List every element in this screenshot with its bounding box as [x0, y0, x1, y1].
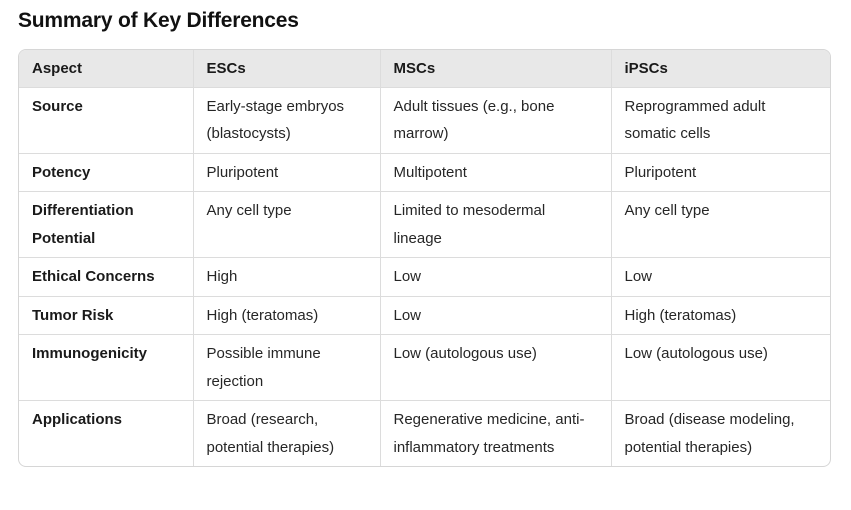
mscs-cell: Low	[380, 296, 612, 335]
ipscs-cell: High (teratomas)	[611, 296, 830, 335]
ipscs-cell: Low	[611, 257, 830, 297]
mscs-cell: Low	[380, 257, 612, 297]
escs-cell: High (teratomas)	[193, 296, 381, 335]
escs-cell: High	[193, 257, 381, 297]
row-aspect-cell: Source	[19, 87, 194, 154]
escs-cell: Pluripotent	[193, 153, 381, 192]
escs-cell: Possible immune rejection	[193, 334, 381, 401]
header-mscs: MSCs	[380, 50, 612, 88]
ipscs-cell: Low (autologous use)	[611, 334, 830, 401]
comparison-table-container: Aspect ESCs MSCs iPSCs Source Early-stag…	[18, 49, 831, 467]
mscs-cell: Regenerative medicine, anti-inflammatory…	[380, 400, 612, 466]
table-row: Source Early-stage embryos (blastocysts)…	[19, 87, 830, 154]
page-title: Summary of Key Differences	[18, 9, 299, 32]
mscs-cell: Limited to mesodermal lineage	[380, 191, 612, 258]
table-row: Immunogenicity Possible immune rejection…	[19, 334, 830, 401]
row-aspect-cell: Tumor Risk	[19, 296, 194, 335]
escs-cell: Broad (research, potential therapies)	[193, 400, 381, 466]
ipscs-cell: Broad (disease modeling, potential thera…	[624, 411, 795, 456]
comparison-table: Aspect ESCs MSCs iPSCs Source Early-stag…	[19, 50, 830, 466]
mscs-cell: Adult tissues (e.g., bone marrow)	[380, 87, 612, 154]
row-aspect-cell: Applications	[19, 400, 194, 466]
table-row: Differentiation Potential Any cell type …	[19, 191, 830, 258]
table-row: Tumor Risk High (teratomas) Low High (te…	[19, 296, 830, 335]
ipscs-cell: Reprogrammed adult somatic cells	[611, 87, 830, 154]
ipscs-cell: Any cell type	[611, 191, 830, 258]
row-aspect-cell: Differentiation Potential	[19, 191, 194, 258]
table-header-row: Aspect ESCs MSCs iPSCs	[19, 50, 830, 88]
escs-cell: Any cell type	[193, 191, 381, 258]
table-row: Applications Broad (research, potential …	[19, 400, 830, 466]
table-row: Potency Pluripotent Multipotent Pluripot…	[19, 153, 830, 192]
header-aspect: Aspect	[19, 50, 194, 88]
table-row: Ethical Concerns High Low Low	[19, 257, 830, 297]
row-aspect-cell: Potency	[19, 153, 194, 192]
header-ipscs: iPSCs	[611, 50, 830, 88]
row-aspect-cell: Ethical Concerns	[19, 257, 194, 297]
mscs-cell: Low (autologous use)	[380, 334, 612, 401]
escs-cell: Early-stage embryos (blastocysts)	[193, 87, 381, 154]
mscs-cell: Multipotent	[380, 153, 612, 192]
row-aspect-cell: Immunogenicity	[19, 334, 194, 401]
header-escs: ESCs	[193, 50, 381, 88]
ipscs-cell: Pluripotent	[611, 153, 830, 192]
